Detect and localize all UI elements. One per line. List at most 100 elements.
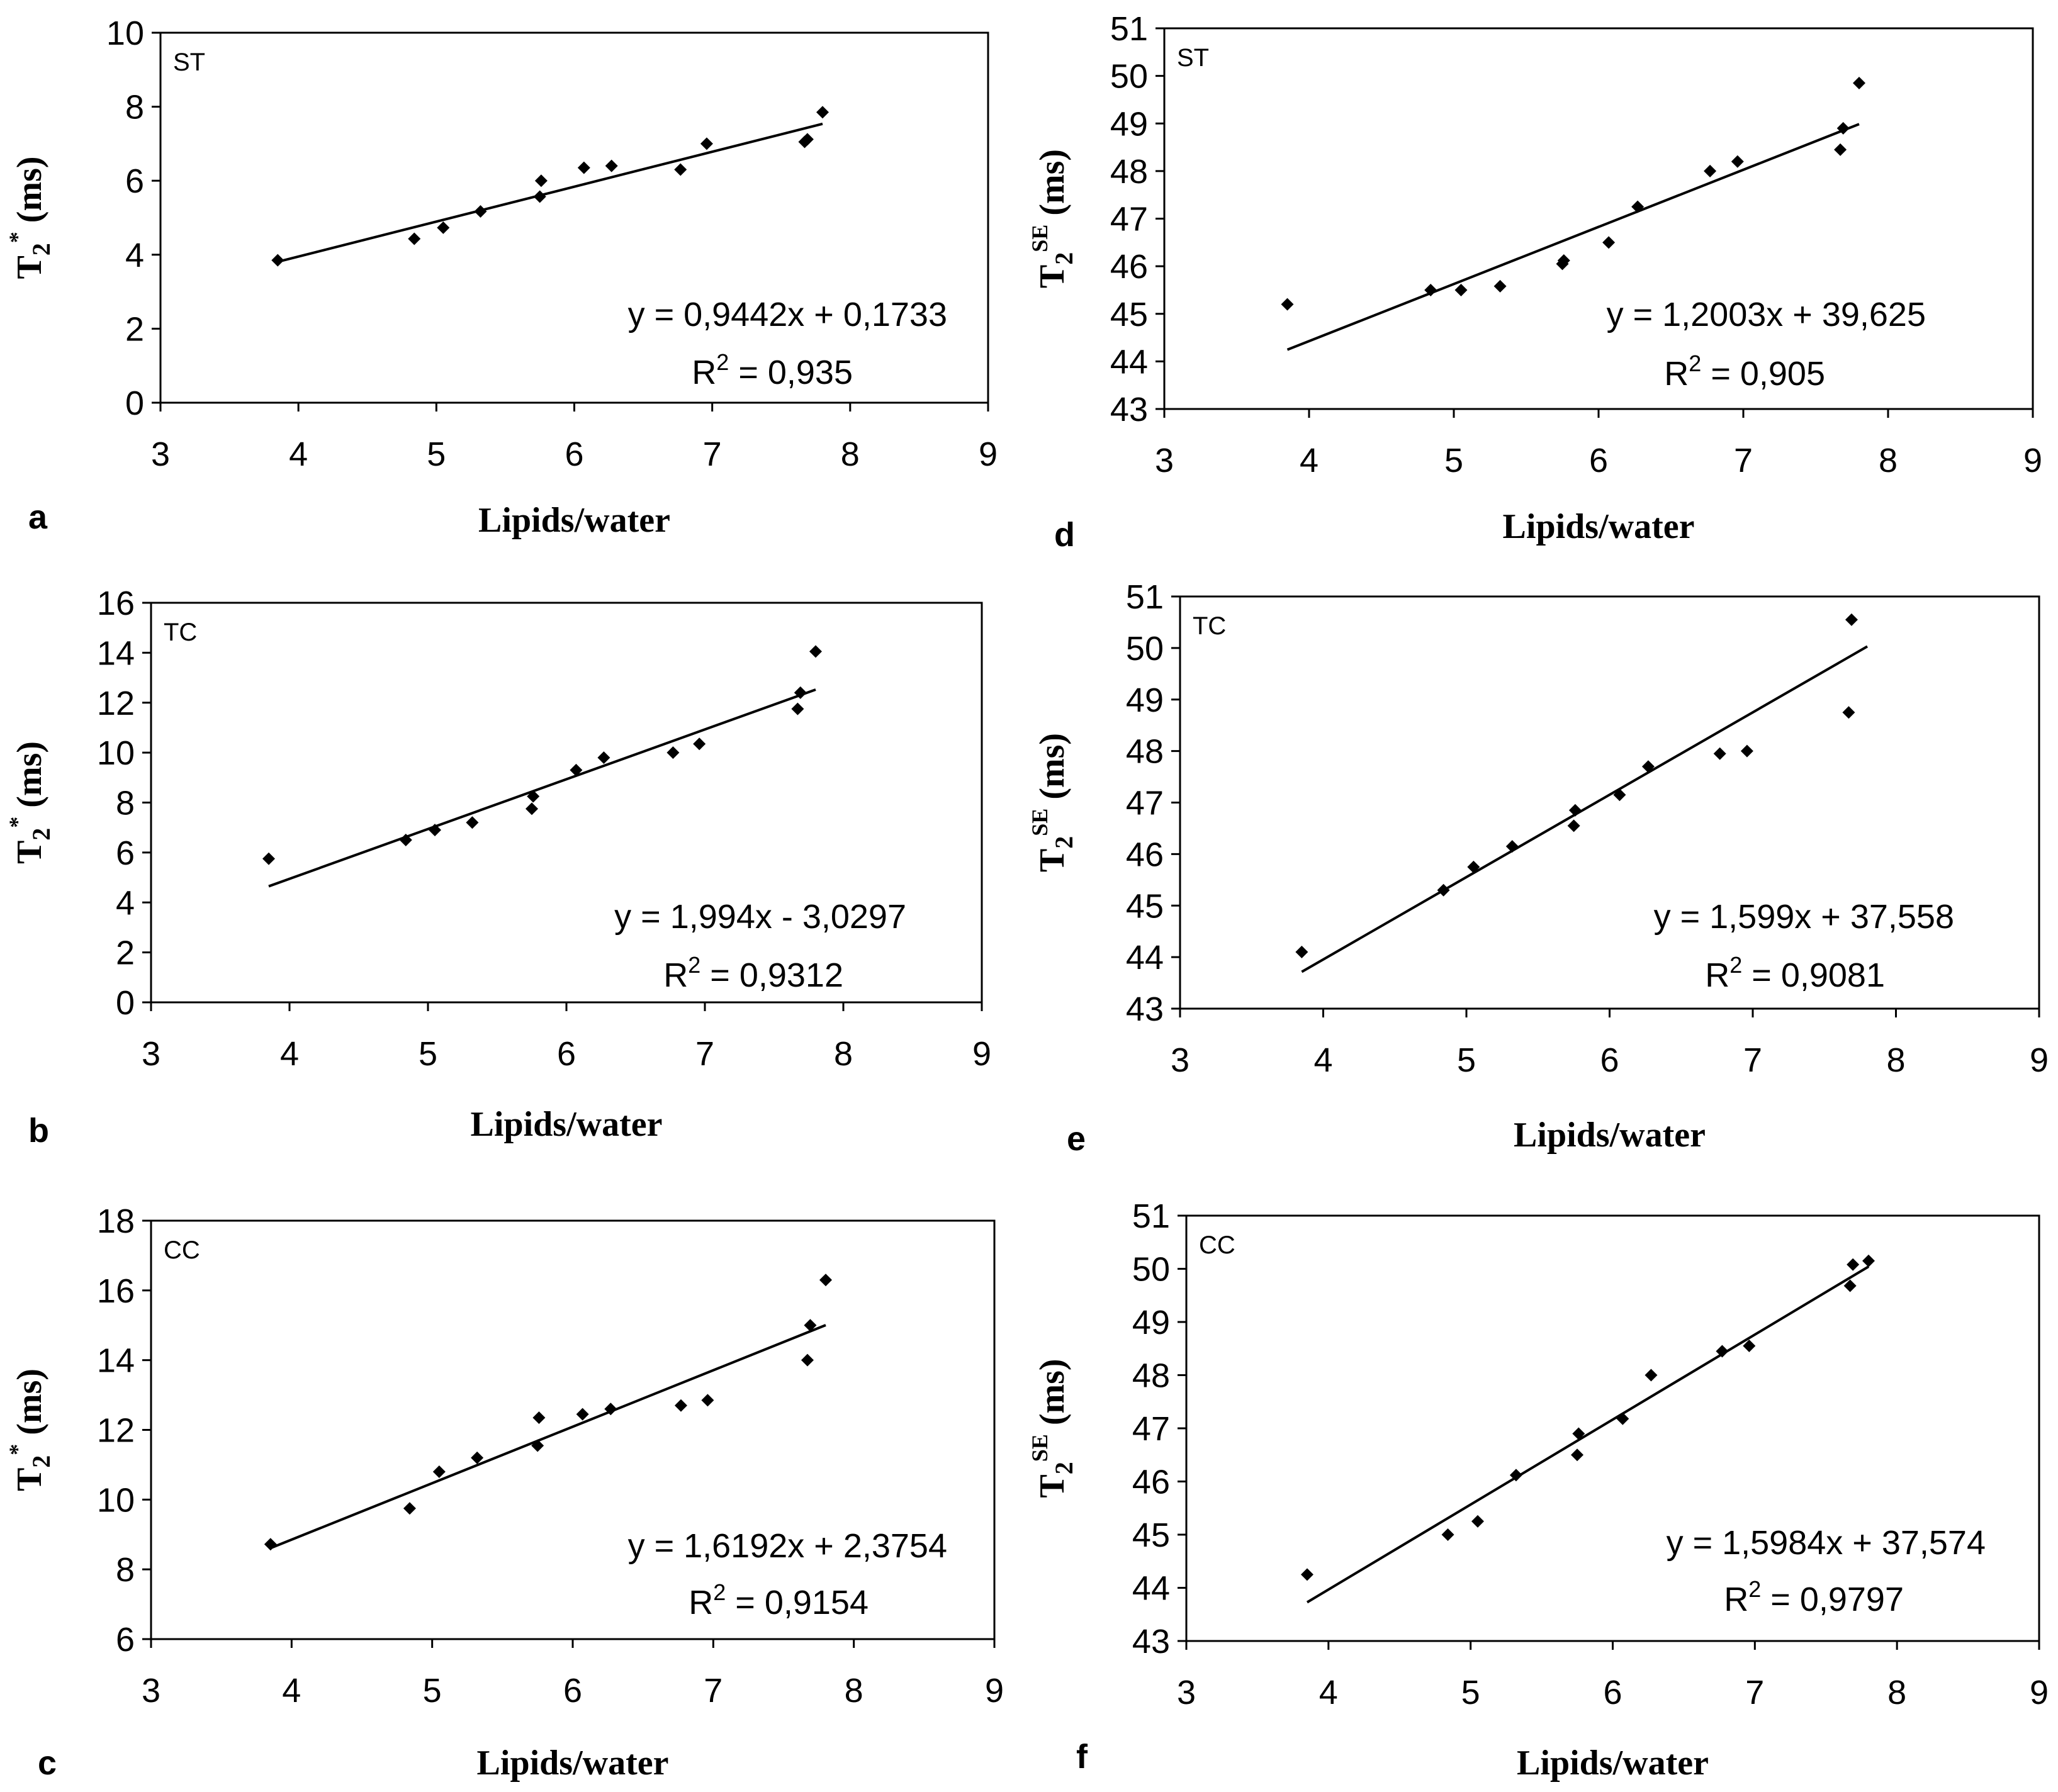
- y-axis-label-main: T: [1033, 849, 1072, 872]
- plot-frame: [150, 1219, 996, 1640]
- y-axis-label-sub: 2: [1050, 836, 1078, 849]
- series-tag: TC: [1193, 612, 1226, 640]
- y-axis-label-main: T: [1033, 1474, 1072, 1498]
- series-tag: CC: [1199, 1231, 1235, 1259]
- x-tick-label: 7: [704, 1672, 723, 1710]
- y-tick-label: 47: [1132, 1410, 1170, 1448]
- y-tick-label: 48: [1110, 153, 1148, 191]
- data-point: [1572, 1427, 1585, 1440]
- data-point: [1295, 945, 1308, 958]
- y-tick-label: 16: [97, 1272, 135, 1310]
- data-point: [1616, 1412, 1629, 1425]
- data-point: [1567, 819, 1580, 832]
- x-tick-label: 3: [151, 435, 170, 473]
- x-tick-label: 4: [1319, 1674, 1338, 1711]
- y-tick-label: 10: [106, 14, 144, 52]
- data-point: [794, 686, 807, 699]
- y-tick-label: 44: [1110, 343, 1148, 381]
- data-point: [1641, 760, 1655, 773]
- y-tick-label: 49: [1110, 105, 1148, 143]
- y-tick-label: 0: [125, 384, 144, 422]
- data-point: [264, 1538, 277, 1551]
- r-squared-exponent: 2: [1689, 350, 1701, 376]
- data-point: [1645, 1369, 1658, 1382]
- x-tick-label: 9: [2030, 1674, 2049, 1711]
- data-point: [271, 254, 284, 267]
- x-tick-label: 6: [557, 1035, 576, 1073]
- r-squared: R2 = 0,9081: [1705, 952, 1885, 994]
- x-tick-label: 6: [563, 1672, 582, 1710]
- r-squared: R2 = 0,9312: [663, 952, 843, 994]
- x-tick-label: 9: [972, 1035, 991, 1073]
- y-axis-label-unit: (ms): [1033, 733, 1072, 809]
- y-tick-label: 48: [1132, 1357, 1170, 1395]
- x-tick-label: 3: [1177, 1674, 1196, 1711]
- x-tick-label: 9: [985, 1672, 1004, 1710]
- data-point: [674, 1399, 687, 1412]
- data-point: [1454, 283, 1468, 296]
- y-tick-label: 0: [116, 984, 135, 1022]
- regression-equation: y = 1,599x + 37,558: [1654, 898, 1954, 936]
- r-squared-exponent: 2: [716, 349, 729, 375]
- data-point: [1467, 860, 1480, 873]
- y-axis-label-unit: (ms): [10, 741, 49, 817]
- x-tick-label: 5: [1461, 1674, 1480, 1711]
- x-tick-label: 6: [1600, 1041, 1619, 1079]
- r-squared: R2 = 0,905: [1664, 350, 1825, 393]
- y-tick-label: 47: [1110, 201, 1148, 238]
- data-point: [816, 106, 829, 119]
- x-tick-label: 3: [142, 1672, 160, 1710]
- y-axis-label-sup: SE: [1027, 809, 1052, 836]
- trend-line: [277, 122, 823, 264]
- y-tick-label: 43: [1110, 391, 1148, 428]
- x-tick-label: 7: [1745, 1674, 1764, 1711]
- data-point: [1424, 283, 1437, 296]
- x-tick-label: 4: [280, 1035, 299, 1073]
- y-axis-label-unit: (ms): [10, 156, 49, 232]
- y-axis-label-main: T: [10, 841, 49, 864]
- data-point: [605, 159, 618, 172]
- data-point: [1842, 706, 1855, 719]
- y-axis-label-unit: (ms): [1033, 149, 1072, 225]
- data-point: [1509, 1469, 1522, 1482]
- data-point: [604, 1403, 617, 1416]
- data-point: [804, 1319, 817, 1332]
- y-axis-label: T2SE (ms): [1027, 1358, 1078, 1498]
- y-tick-label: 43: [1126, 990, 1164, 1028]
- y-axis-label-main: T: [10, 1468, 49, 1491]
- r-squared-value: = 0,935: [729, 354, 853, 391]
- data-point: [262, 852, 275, 865]
- y-tick-label: 49: [1126, 681, 1164, 719]
- y-tick-label: 51: [1126, 578, 1164, 616]
- data-point: [533, 190, 546, 203]
- data-point: [471, 1451, 484, 1464]
- r-squared-prefix: R: [692, 354, 716, 391]
- x-tick-label: 9: [2023, 442, 2042, 479]
- y-axis-label-unit: (ms): [1033, 1358, 1072, 1434]
- y-tick-label: 49: [1132, 1304, 1170, 1341]
- data-point: [531, 1439, 544, 1452]
- data-point: [570, 763, 583, 776]
- data-point: [1847, 1258, 1860, 1271]
- data-point: [1613, 788, 1626, 802]
- y-tick-label: 6: [125, 162, 144, 200]
- y-axis-label-main: T: [10, 255, 49, 279]
- data-point: [666, 746, 680, 759]
- regression-equation: y = 1,994x - 3,0297: [614, 898, 906, 936]
- data-point: [693, 737, 706, 751]
- regression-equation: y = 1,6192x + 2,3754: [628, 1527, 947, 1565]
- y-tick-label: 14: [97, 634, 135, 672]
- data-point: [403, 1502, 416, 1515]
- y-tick-label: 12: [97, 1412, 135, 1450]
- series-tag: ST: [1177, 44, 1209, 72]
- trend-line: [270, 1324, 826, 1550]
- x-tick-label: 3: [1171, 1041, 1189, 1079]
- x-tick-label: 8: [845, 1672, 863, 1710]
- y-tick-label: 50: [1132, 1251, 1170, 1289]
- r-squared-exponent: 2: [1729, 952, 1742, 978]
- plot-frame: [159, 31, 989, 404]
- data-point: [700, 137, 713, 150]
- x-tick-label: 5: [1444, 442, 1463, 479]
